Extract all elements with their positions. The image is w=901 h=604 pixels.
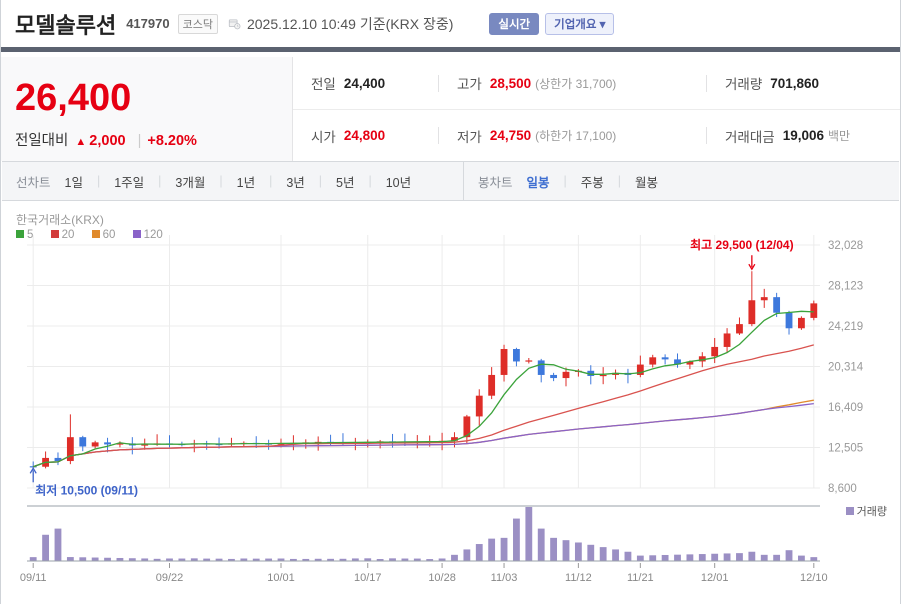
svg-text:최고 29,500 (12/04): 최고 29,500 (12/04) [690,237,793,252]
svg-text:20,314: 20,314 [828,362,864,374]
svg-text:24,219: 24,219 [828,321,863,333]
svg-text:8,600: 8,600 [828,483,857,495]
svg-text:11/21: 11/21 [627,572,654,584]
svg-text:10/01: 10/01 [267,572,295,584]
svg-text:10/28: 10/28 [428,572,456,584]
svg-text:32,028: 32,028 [828,240,863,252]
svg-text:09/11: 09/11 [20,572,47,584]
svg-text:12,505: 12,505 [828,442,863,454]
svg-text:12/01: 12/01 [701,572,729,584]
svg-text:12/10: 12/10 [800,572,828,584]
svg-text:16,409: 16,409 [828,402,863,414]
svg-text:28,123: 28,123 [828,281,863,293]
svg-text:10/17: 10/17 [354,572,382,584]
svg-text:11/12: 11/12 [565,572,592,584]
svg-text:최저 10,500 (09/11): 최저 10,500 (09/11) [35,482,138,497]
svg-text:09/22: 09/22 [156,572,184,584]
svg-text:11/03: 11/03 [491,572,518,584]
